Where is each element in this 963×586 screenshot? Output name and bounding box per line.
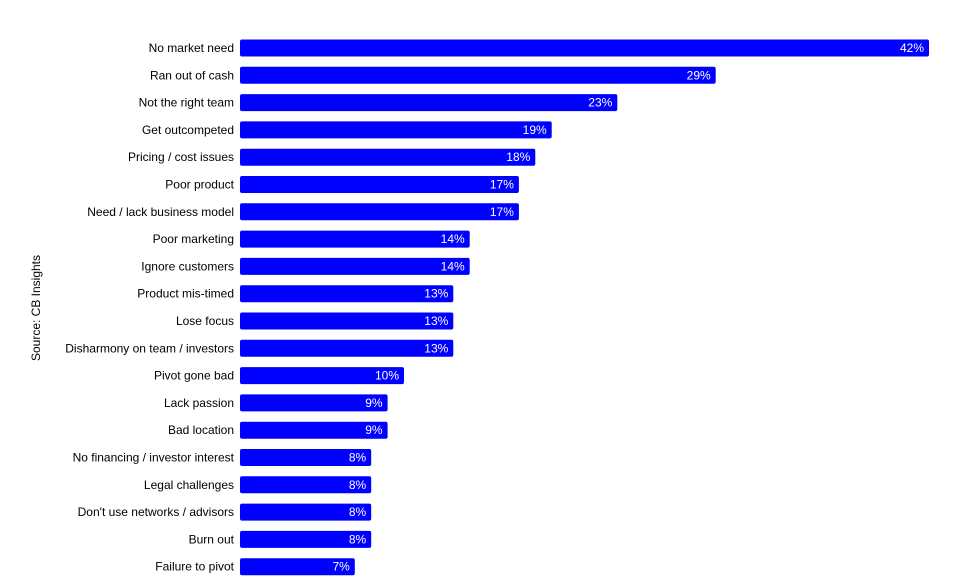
value-label: 42% [900,41,924,55]
category-label: Lose focus [176,314,234,328]
bar [240,230,470,248]
bar [240,339,454,357]
category-label: Poor product [165,178,234,192]
category-label: Failure to pivot [155,560,234,574]
bar [240,66,716,84]
value-label: 8% [349,478,367,492]
category-label: Ignore customers [141,259,234,273]
category-label: Get outcompeted [142,123,234,137]
category-label: Product mis-timed [137,287,234,301]
value-label: 13% [424,287,448,301]
value-label: 13% [424,314,448,328]
bar [240,530,372,548]
bar [240,121,552,139]
value-label: 9% [365,423,383,437]
value-label: 23% [588,96,612,110]
value-label: 14% [441,259,465,273]
value-label: 8% [349,451,367,465]
bar [240,257,470,275]
category-label: Pivot gone bad [154,369,234,383]
bar [240,394,388,412]
value-label: 19% [523,123,547,137]
bar [240,558,355,576]
category-labels-group: No market need Ran out of cash Not the rig… [65,41,234,574]
value-label: 13% [424,341,448,355]
bar [240,39,929,57]
value-label: 14% [441,232,465,246]
bar [240,176,519,193]
value-label: 9% [365,396,383,410]
category-label: Don't use networks / advisors [78,505,234,519]
value-label: 10% [375,369,399,383]
y-axis-label: Source: CB Insights [29,255,43,361]
category-label: Legal challenges [144,478,234,492]
category-label: Pricing / cost issues [128,150,234,164]
bar [240,421,388,439]
bar [240,476,372,494]
value-label: 29% [687,68,711,82]
category-label: Need / lack business model [87,205,234,219]
bar [240,148,536,166]
bar [240,312,454,330]
value-label: 8% [349,505,367,519]
bars-group [240,39,929,576]
value-label: 7% [332,560,350,574]
category-label: Disharmony on team / investors [65,341,234,355]
category-label: Poor marketing [153,232,234,246]
category-label: Lack passion [164,396,234,410]
value-label: 18% [506,150,530,164]
value-label: 8% [349,532,367,546]
category-label: Burn out [189,532,235,546]
bar [240,285,454,303]
category-label: No market need [149,41,234,55]
category-label: Bad location [168,423,234,437]
category-label: Not the right team [139,96,234,110]
value-labels-group: 42% 29% 23% 19% 18% 17% 17% 14% 14% 13% 13% 13% 10% 9… [332,41,924,574]
bar [240,94,618,112]
bar [240,503,372,521]
value-label: 17% [490,205,514,219]
value-label: 17% [490,178,514,192]
bar [240,203,519,221]
category-label: Ran out of cash [150,68,234,82]
category-label: No financing / investor interest [73,451,235,465]
bar [240,449,372,466]
bar [240,367,404,385]
